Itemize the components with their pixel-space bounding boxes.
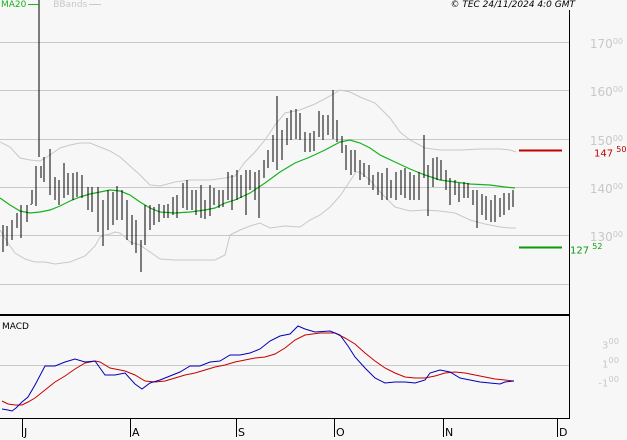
month-label-s: S [238, 426, 245, 439]
bbands-upper-line [0, 89, 517, 187]
price-label-140: 14000 [589, 182, 623, 196]
legend: MA20 BBands [1, 0, 102, 10]
bbands-lower-line [0, 171, 516, 265]
month-label-j: J [24, 426, 28, 439]
month-label-o: O [336, 426, 345, 439]
macd-signal-line [1, 332, 515, 406]
ma20-swatch [28, 4, 41, 5]
month-label-a: A [132, 426, 140, 439]
legend-ma20: MA20 [1, 0, 27, 10]
macd-label-100: 100 [602, 355, 619, 371]
macd-label-300: 300 [602, 336, 619, 352]
x-axis-ticks [22, 419, 558, 437]
price-label-160: 16000 [589, 85, 623, 99]
ma20-line [0, 139, 516, 214]
resistance-value: 147 50 [594, 145, 627, 160]
price-label-130: 13000 [589, 230, 623, 244]
copyright-timestamp: © TEC 24/11/2024 4:0 GMT [450, 0, 575, 10]
price-label-150: 15000 [589, 134, 623, 148]
month-label-d: D [559, 426, 568, 439]
price-grid [0, 42, 569, 285]
ohlc-bars [2, 0, 514, 272]
macd-label-neg100: -100 [598, 374, 619, 390]
macd-line [1, 325, 515, 412]
legend-bbands: BBands [53, 0, 88, 10]
macd-title: MACD [2, 322, 29, 332]
support-value: 127 52 [570, 242, 603, 257]
price-label-170: 17000 [589, 37, 623, 51]
month-label-n: N [445, 426, 454, 439]
bbands-swatch [89, 4, 102, 5]
